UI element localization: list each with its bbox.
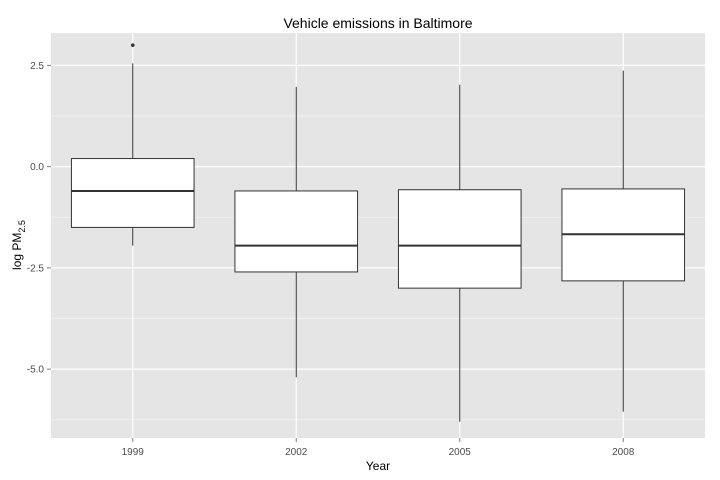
box-1999 xyxy=(70,43,195,246)
x-tick-label: 2005 xyxy=(449,447,472,458)
y-tick-label: 2.5 xyxy=(30,61,44,72)
y-axis-title-main: log PM xyxy=(10,233,24,270)
box-2005 xyxy=(397,84,522,422)
x-tick-label: 2008 xyxy=(612,447,635,458)
y-axis-title: log PM2.5 xyxy=(10,220,27,270)
outlier-point xyxy=(130,43,135,47)
x-axis-title: Year xyxy=(366,459,390,473)
y-tick-label: 0.0 xyxy=(30,162,44,173)
y-axis-title-subscript: 2.5 xyxy=(17,220,27,233)
interquartile-box xyxy=(234,190,359,273)
chart-title: Vehicle emissions in Baltimore xyxy=(283,15,472,31)
x-tick-label: 1999 xyxy=(122,447,145,458)
interquartile-box xyxy=(397,189,522,289)
x-tick-label: 2002 xyxy=(285,447,308,458)
box-series xyxy=(70,43,686,422)
interquartile-box xyxy=(70,158,195,228)
y-tick-label: -2.5 xyxy=(27,263,45,274)
axis-ticks: 2.5 0.0 -2.5 -5.0 1999 2002 2005 2008 xyxy=(27,61,635,458)
box-2008 xyxy=(561,70,686,412)
box-2002 xyxy=(234,86,359,378)
y-tick-label: -5.0 xyxy=(27,365,45,376)
